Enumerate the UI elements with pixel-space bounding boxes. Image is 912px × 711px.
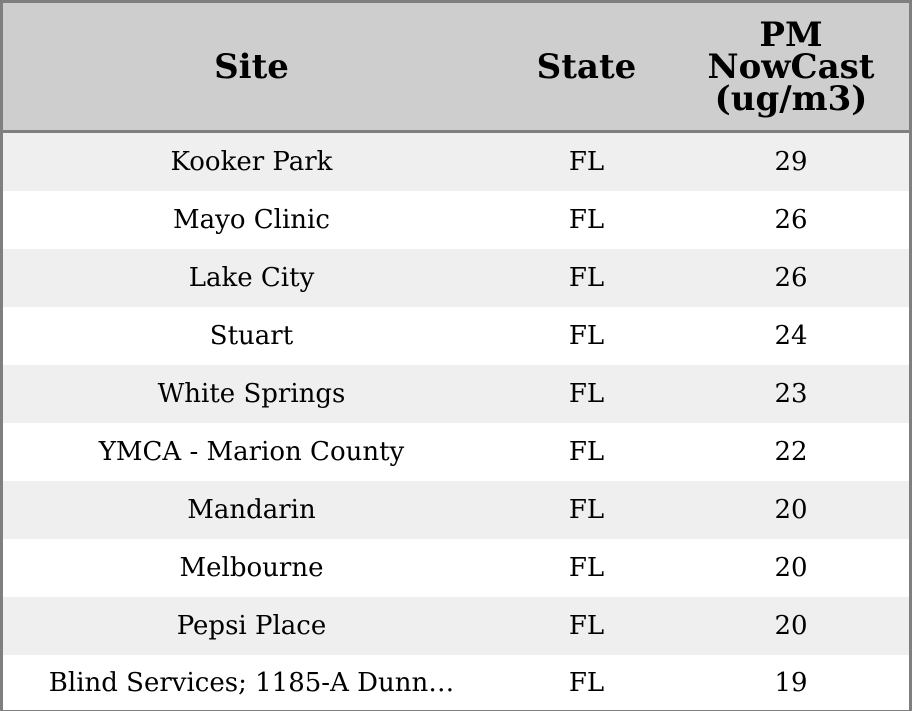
site-cell: Stuart	[209, 321, 294, 351]
state-cell: FL	[568, 495, 605, 525]
state-cell: FL	[568, 611, 605, 641]
state-cell: FL	[568, 437, 605, 467]
site-cell: Melbourne	[179, 553, 324, 583]
table-row: Mandarin FL 20	[3, 481, 909, 539]
table-row: White Springs FL 23	[3, 365, 909, 423]
table-row: Pepsi Place FL 20	[3, 597, 909, 655]
site-cell: White Springs	[157, 379, 346, 409]
site-cell: Mayo Clinic	[173, 205, 330, 235]
site-cell: Mandarin	[187, 495, 316, 525]
table-row: Kooker Park FL 29	[3, 133, 909, 191]
site-cell: YMCA - Marion County	[98, 437, 405, 467]
state-cell: FL	[568, 147, 605, 177]
table-body: Kooker Park FL 29 Mayo Clinic FL 26 Lake City F…	[3, 133, 909, 710]
pm-value-cell: 29	[774, 147, 808, 177]
table-row: Mayo Clinic FL 26	[3, 191, 909, 249]
pm-value-cell: 20	[774, 611, 808, 641]
pm-value-cell: 26	[774, 263, 808, 293]
header-pm-nowcast: PM NowCast (ug/m3)	[673, 3, 909, 130]
table-row: Blind Services; 1185-A Dunn… FL 19	[3, 655, 909, 710]
pm-value-cell: 22	[774, 437, 808, 467]
site-cell: Lake City	[188, 263, 315, 293]
state-cell: FL	[568, 205, 605, 235]
pm-value-cell: 26	[774, 205, 808, 235]
table-row: Stuart FL 24	[3, 307, 909, 365]
site-cell: Pepsi Place	[176, 611, 327, 641]
state-cell: FL	[568, 321, 605, 351]
pm-value-cell: 20	[774, 553, 808, 583]
state-cell: FL	[568, 667, 605, 698]
pm-value-cell: 20	[774, 495, 808, 525]
pm-value-cell: 24	[774, 321, 808, 351]
table-row: Melbourne FL 20	[3, 539, 909, 597]
pm-value-cell: 19	[774, 667, 808, 698]
state-cell: FL	[568, 379, 605, 409]
table-header-row: Site State PM NowCast (ug/m3)	[3, 3, 909, 133]
state-cell: FL	[568, 553, 605, 583]
site-cell: Kooker Park	[170, 147, 333, 177]
state-cell: FL	[568, 263, 605, 293]
pm-value-cell: 23	[774, 379, 808, 409]
table-row: YMCA - Marion County FL 22	[3, 423, 909, 481]
table-row: Lake City FL 26	[3, 249, 909, 307]
site-cell: Blind Services; 1185-A Dunn…	[48, 667, 455, 698]
header-pm-nowcast-label: PM NowCast (ug/m3)	[707, 14, 875, 119]
header-state: State	[536, 46, 637, 87]
header-site: Site	[214, 46, 289, 87]
